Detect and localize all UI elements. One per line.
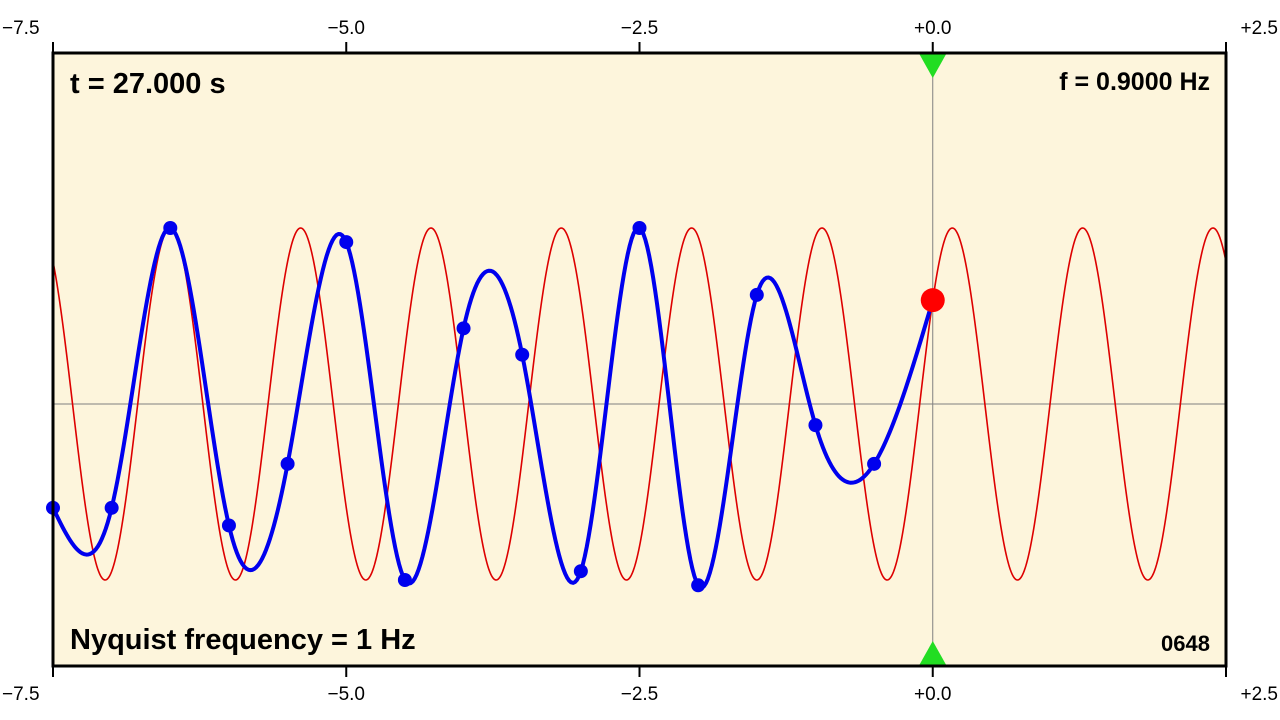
bottom-tick-label: −2.5 xyxy=(621,684,659,705)
sample-point xyxy=(808,418,823,433)
frequency-readout: f = 0.9000 Hz xyxy=(1059,68,1210,96)
top-tick-label: +0.0 xyxy=(914,18,952,39)
sample-point xyxy=(867,456,882,471)
nyquist-label: Nyquist frequency = 1 Hz xyxy=(70,624,416,656)
sample-point xyxy=(221,518,236,533)
current-sample-point xyxy=(920,288,945,313)
current-sample xyxy=(920,288,945,313)
top-tick-label: −5.0 xyxy=(327,18,365,39)
axis-ticks: −7.5 −7.5 −5.0 −5.0 −2.5 −2.5 +0.0 +0.0 +2.5 +2.5 xyxy=(2,18,1278,705)
sample-point xyxy=(104,500,119,515)
top-zero-marker xyxy=(918,53,947,78)
sample-point xyxy=(749,287,764,302)
sample-point xyxy=(163,221,178,235)
sample-point xyxy=(573,564,588,579)
sample-point xyxy=(339,235,354,250)
sample-point xyxy=(456,321,471,336)
sample-point xyxy=(691,578,706,593)
sample-point xyxy=(280,456,295,471)
sine-wave-series xyxy=(52,227,1227,581)
bottom-tick-label: +2.5 xyxy=(1240,684,1278,705)
reference-lines xyxy=(53,53,1226,666)
plot-background xyxy=(53,53,1226,666)
bottom-zero-marker xyxy=(918,641,947,666)
sample-points xyxy=(46,221,882,593)
bottom-tick-label: −7.5 xyxy=(2,684,40,705)
sample-point xyxy=(515,347,530,362)
sample-point xyxy=(632,221,647,235)
bottom-tick-label: −5.0 xyxy=(327,684,365,705)
top-tick-label: −2.5 xyxy=(621,18,659,39)
reconstruction-series xyxy=(51,225,935,590)
zero-markers xyxy=(918,53,947,666)
time-readout: t = 27.000 s xyxy=(70,68,226,100)
frame-counter: 0648 xyxy=(1161,631,1210,656)
top-tick-label: −7.5 xyxy=(2,18,40,39)
bottom-tick-label: +0.0 xyxy=(914,684,952,705)
top-tick-label: +2.5 xyxy=(1240,18,1278,39)
sample-point xyxy=(397,573,412,587)
